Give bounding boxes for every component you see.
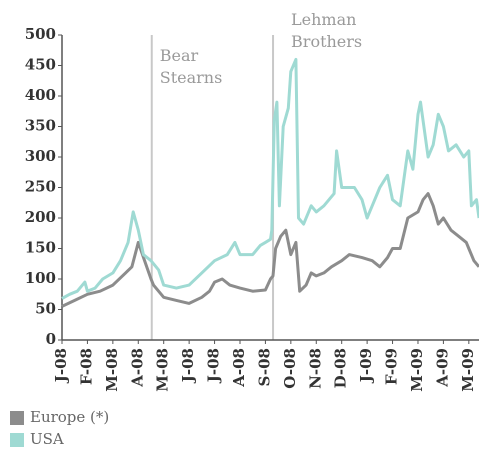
legend-swatch bbox=[10, 433, 24, 447]
y-tick-label: 350 bbox=[25, 117, 56, 135]
annotation-text: Lehman Brothers bbox=[291, 10, 362, 51]
x-tick-label: F-08 bbox=[77, 348, 95, 385]
y-tick-label: 500 bbox=[25, 25, 56, 43]
y-tick-label: 0 bbox=[46, 330, 56, 348]
x-tick-label: A-08 bbox=[128, 348, 146, 388]
series-line bbox=[61, 192, 479, 308]
x-tick-label: M-08 bbox=[103, 348, 121, 392]
legend-label: Europe (*) bbox=[30, 408, 109, 426]
x-tick-label: M-08 bbox=[154, 348, 172, 392]
y-tick-label: 100 bbox=[25, 269, 56, 287]
x-tick-label: J-08 bbox=[52, 348, 70, 384]
x-tick-label: J-08 bbox=[179, 348, 197, 384]
legend-label: USA bbox=[30, 430, 64, 448]
x-tick-label: M-09 bbox=[408, 348, 426, 392]
y-tick-label: 250 bbox=[25, 178, 56, 196]
y-tick-label: 450 bbox=[25, 56, 56, 74]
y-tick-label: 400 bbox=[25, 86, 56, 104]
x-tick-label: M-09 bbox=[459, 348, 477, 392]
annotation-text: Bear Stearns bbox=[160, 46, 223, 87]
y-tick-label: 150 bbox=[25, 239, 56, 257]
x-tick-label: O-08 bbox=[281, 348, 299, 389]
x-tick-label: D-08 bbox=[332, 348, 350, 388]
y-tick-label: 300 bbox=[25, 147, 56, 165]
x-tick-label: A-08 bbox=[230, 348, 248, 388]
x-tick-label: F-09 bbox=[383, 348, 401, 385]
legend-swatch bbox=[10, 411, 24, 425]
x-tick-label: S-08 bbox=[255, 348, 273, 386]
x-tick-label: J-08 bbox=[205, 348, 223, 384]
series-line bbox=[61, 57, 479, 300]
y-tick-label: 200 bbox=[25, 208, 56, 226]
y-tick-label: 50 bbox=[35, 300, 56, 318]
x-tick-label: A-09 bbox=[433, 348, 451, 388]
x-tick-label: N-08 bbox=[306, 348, 324, 389]
x-tick-label: J-09 bbox=[357, 348, 375, 384]
